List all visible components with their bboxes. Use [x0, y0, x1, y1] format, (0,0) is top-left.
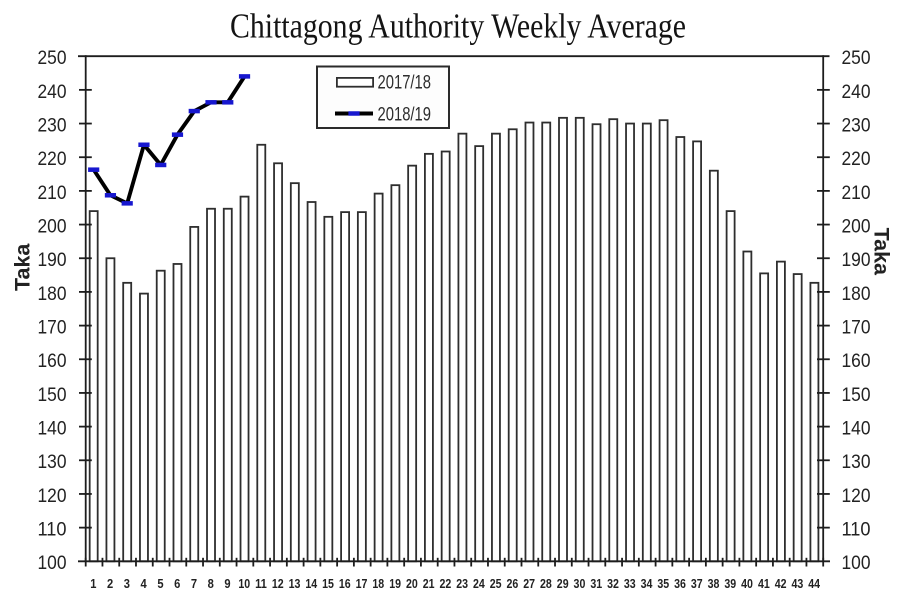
svg-text:130: 130	[38, 451, 67, 473]
svg-text:140: 140	[842, 418, 871, 440]
svg-text:160: 160	[842, 350, 871, 372]
svg-text:31: 31	[590, 576, 602, 591]
svg-text:20: 20	[406, 576, 418, 591]
svg-text:10: 10	[238, 576, 250, 591]
svg-text:Chittagong Authority Weekly Av: Chittagong Authority Weekly Average	[230, 7, 686, 46]
svg-text:2018/19: 2018/19	[378, 104, 432, 125]
svg-text:8: 8	[208, 576, 214, 591]
svg-text:2: 2	[107, 576, 113, 591]
svg-text:39: 39	[724, 576, 736, 591]
svg-text:100: 100	[842, 552, 871, 574]
svg-text:250: 250	[842, 47, 871, 69]
svg-text:4: 4	[141, 576, 148, 591]
svg-text:170: 170	[38, 316, 67, 338]
svg-text:110: 110	[842, 519, 871, 541]
svg-text:2017/18: 2017/18	[378, 72, 432, 93]
svg-text:230: 230	[842, 114, 871, 136]
svg-text:22: 22	[439, 576, 451, 591]
svg-text:200: 200	[38, 215, 67, 237]
svg-text:7: 7	[191, 576, 197, 591]
svg-text:44: 44	[808, 576, 820, 591]
svg-text:1: 1	[90, 576, 96, 591]
svg-text:3: 3	[124, 576, 130, 591]
svg-text:6: 6	[174, 576, 180, 591]
svg-text:27: 27	[523, 576, 535, 591]
svg-text:32: 32	[607, 576, 619, 591]
svg-text:35: 35	[657, 576, 669, 591]
svg-text:19: 19	[389, 576, 401, 591]
svg-text:Taka: Taka	[11, 243, 35, 291]
svg-text:38: 38	[708, 576, 720, 591]
svg-text:140: 140	[38, 418, 67, 440]
svg-text:5: 5	[157, 576, 163, 591]
svg-text:Taka: Taka	[870, 228, 894, 276]
svg-text:110: 110	[38, 519, 67, 541]
svg-text:23: 23	[456, 576, 468, 591]
svg-text:170: 170	[842, 316, 871, 338]
svg-text:180: 180	[842, 283, 871, 305]
svg-text:37: 37	[691, 576, 703, 591]
svg-text:34: 34	[641, 576, 653, 591]
svg-text:13: 13	[289, 576, 301, 591]
svg-text:15: 15	[322, 576, 334, 591]
svg-text:26: 26	[507, 576, 519, 591]
svg-text:190: 190	[38, 249, 67, 271]
svg-text:160: 160	[38, 350, 67, 372]
svg-text:21: 21	[423, 576, 435, 591]
svg-text:190: 190	[842, 249, 871, 271]
svg-text:120: 120	[38, 485, 67, 507]
svg-text:240: 240	[842, 81, 871, 103]
svg-text:25: 25	[490, 576, 502, 591]
svg-text:150: 150	[38, 384, 67, 406]
svg-text:30: 30	[574, 576, 586, 591]
svg-text:120: 120	[842, 485, 871, 507]
svg-text:150: 150	[842, 384, 871, 406]
svg-text:16: 16	[339, 576, 351, 591]
svg-text:12: 12	[272, 576, 284, 591]
svg-text:33: 33	[624, 576, 636, 591]
svg-text:180: 180	[38, 283, 67, 305]
svg-text:240: 240	[38, 81, 67, 103]
svg-text:220: 220	[842, 148, 871, 170]
svg-text:250: 250	[38, 47, 67, 69]
svg-text:210: 210	[38, 182, 67, 204]
svg-text:24: 24	[473, 576, 485, 591]
svg-text:220: 220	[38, 148, 67, 170]
svg-text:100: 100	[38, 552, 67, 574]
svg-text:210: 210	[842, 182, 871, 204]
svg-text:14: 14	[305, 576, 317, 591]
svg-text:18: 18	[372, 576, 384, 591]
svg-text:200: 200	[842, 215, 871, 237]
svg-text:28: 28	[540, 576, 552, 591]
svg-text:43: 43	[791, 576, 803, 591]
svg-text:40: 40	[741, 576, 753, 591]
svg-text:41: 41	[758, 576, 770, 591]
svg-text:230: 230	[38, 114, 67, 136]
svg-text:130: 130	[842, 451, 871, 473]
svg-text:36: 36	[674, 576, 686, 591]
svg-text:17: 17	[356, 576, 368, 591]
svg-text:9: 9	[224, 576, 230, 591]
svg-text:42: 42	[775, 576, 787, 591]
svg-text:29: 29	[557, 576, 569, 591]
svg-text:11: 11	[255, 576, 267, 591]
